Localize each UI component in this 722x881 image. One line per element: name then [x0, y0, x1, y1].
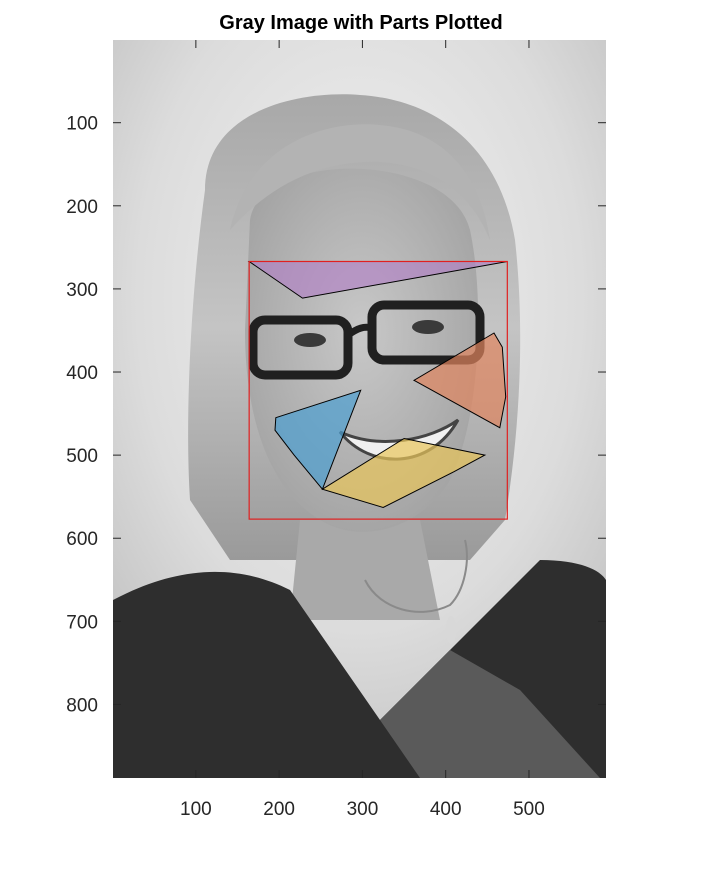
x-tick-label: 500 [513, 799, 545, 820]
neck-shape [290, 520, 440, 620]
y-tick-label: 100 [66, 114, 98, 135]
x-tick-label: 400 [430, 799, 462, 820]
y-tick-label: 300 [66, 280, 98, 301]
part-polygon-3 [274, 389, 362, 491]
necklace-chain [364, 539, 468, 613]
x-tick-label: 100 [180, 799, 212, 820]
y-tick-label: 600 [66, 529, 98, 550]
parts-layer [247, 260, 508, 520]
eye-right [412, 320, 444, 334]
eye-left [294, 333, 326, 347]
glasses-right-lens [367, 300, 485, 365]
y-tick-label: 500 [66, 446, 98, 467]
hair-fringe [230, 124, 490, 240]
necklace-pendant [446, 616, 456, 644]
photo-image [113, 40, 606, 778]
y-tick-label: 400 [66, 363, 98, 384]
part-polygon-4 [321, 437, 487, 509]
face-bounding-box [248, 260, 508, 520]
blouse-shape [380, 650, 600, 778]
axes: 100 200 300 400 500 100 200 300 400 500 600 700 800 [66, 40, 606, 820]
y-tick-label: 700 [66, 612, 98, 633]
part-polygon-2 [412, 332, 507, 429]
x-tick-label: 300 [347, 799, 379, 820]
glasses-bridge [345, 323, 373, 338]
y-tick-label: 200 [66, 197, 98, 218]
chart-title: Gray Image with Parts Plotted [219, 12, 502, 34]
y-tick-label: 800 [66, 695, 98, 716]
glasses-left-lens [248, 315, 353, 380]
x-tick-label: 200 [263, 799, 295, 820]
